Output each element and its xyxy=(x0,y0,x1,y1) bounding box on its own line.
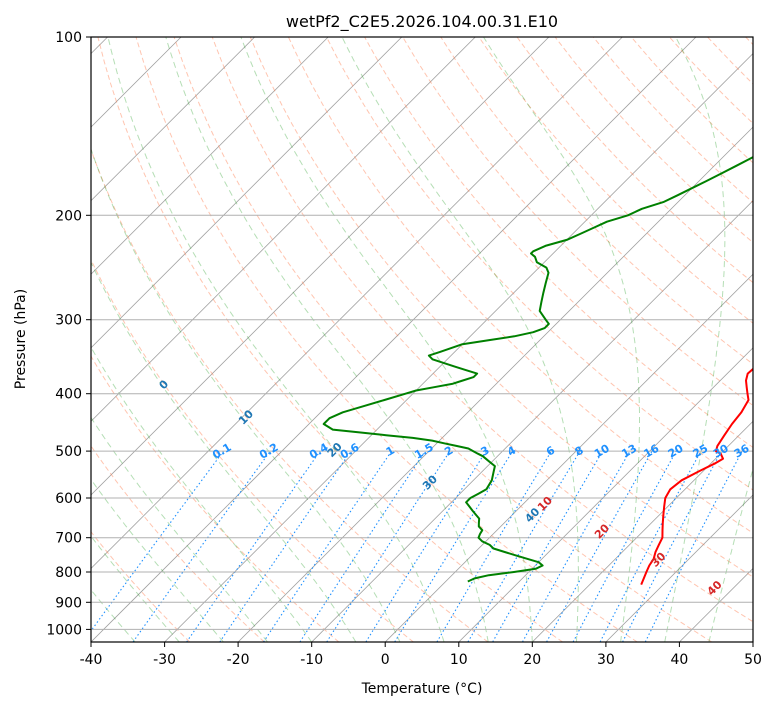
y-tick-label: 400 xyxy=(55,387,82,403)
x-tick-label: 40 xyxy=(670,652,688,668)
y-axis-title: Pressure (hPa) xyxy=(13,289,29,389)
x-tick-label: 30 xyxy=(597,652,615,668)
x-tick-label: 10 xyxy=(450,652,468,668)
x-tick-label: -40 xyxy=(80,652,103,668)
chart-title: wetPf2_C2E5.2026.104.00.31.E10 xyxy=(286,12,558,32)
y-tick-label: 1000 xyxy=(46,622,82,638)
y-tick-label: 100 xyxy=(55,30,82,46)
x-tick-label: 50 xyxy=(744,652,762,668)
y-tick-label: 700 xyxy=(55,531,82,547)
y-tick-label: 600 xyxy=(55,491,82,507)
y-tick-label: 200 xyxy=(55,208,82,224)
y-tick-label: 800 xyxy=(55,565,82,581)
y-tick-label: 500 xyxy=(55,444,82,460)
x-axis-title: Temperature (°C) xyxy=(361,681,483,697)
x-tick-label: -20 xyxy=(227,652,250,668)
x-tick-label: -10 xyxy=(300,652,323,668)
x-tick-label: -30 xyxy=(153,652,176,668)
x-tick-label: 0 xyxy=(381,652,390,668)
x-tick-label: 20 xyxy=(523,652,541,668)
y-tick-label: 900 xyxy=(55,595,82,611)
y-tick-label: 300 xyxy=(55,313,82,329)
